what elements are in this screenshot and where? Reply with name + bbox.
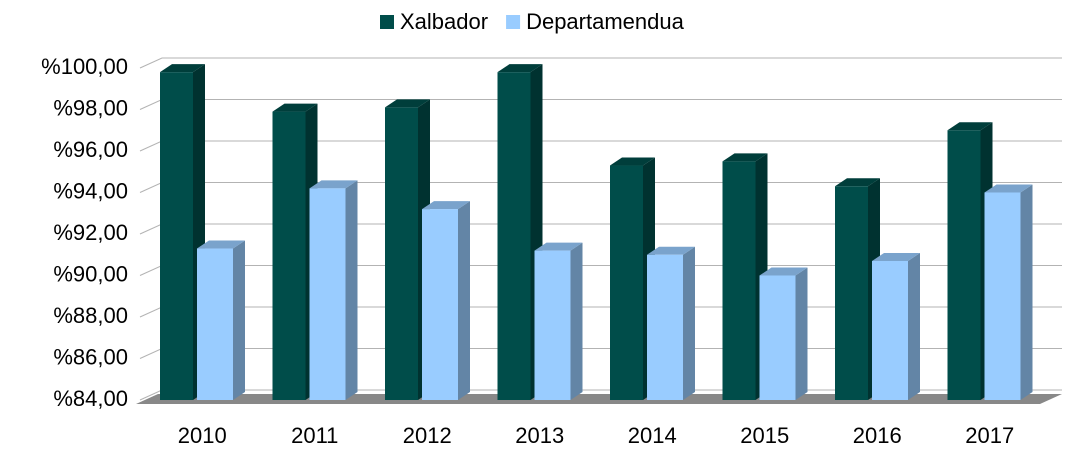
y-tick-label: %96,00 xyxy=(53,137,128,162)
bar xyxy=(385,107,418,401)
bar-top xyxy=(497,64,543,73)
bar xyxy=(309,188,346,400)
y-tick-label: %92,00 xyxy=(53,220,128,245)
y-tick-label: %98,00 xyxy=(53,95,128,120)
y-tick-label: %90,00 xyxy=(53,261,128,286)
bar-side xyxy=(570,242,583,400)
bar-top xyxy=(984,184,1033,193)
bar-top xyxy=(197,240,245,249)
x-tick-label: 2014 xyxy=(628,423,677,448)
bar-side xyxy=(795,267,808,400)
x-tick-label: 2017 xyxy=(965,423,1014,448)
bar-top xyxy=(610,157,655,166)
legend-swatch xyxy=(506,15,521,29)
bar-top xyxy=(272,103,318,112)
x-tick-label: 2012 xyxy=(403,423,452,448)
bar-top xyxy=(534,242,583,251)
bar-side xyxy=(345,180,358,400)
x-tick-label: 2016 xyxy=(853,423,902,448)
y-tick-label: %84,00 xyxy=(53,386,128,411)
legend-label: Departamendua xyxy=(526,9,685,34)
x-tick-label: 2010 xyxy=(178,423,227,448)
bar xyxy=(647,254,683,400)
bar xyxy=(984,192,1021,400)
bar-side xyxy=(908,252,920,400)
bar xyxy=(422,209,458,400)
x-tick-label: 2013 xyxy=(515,423,564,448)
bar xyxy=(722,161,756,400)
bar-top xyxy=(835,178,880,187)
bar-side xyxy=(683,246,695,400)
bar-top xyxy=(722,153,768,162)
bar xyxy=(160,72,193,401)
bar-side xyxy=(458,201,470,400)
bar-top xyxy=(872,252,920,261)
bar xyxy=(497,72,531,401)
bar-top xyxy=(422,201,470,210)
bar xyxy=(534,250,571,400)
bar-top xyxy=(160,64,205,73)
floor xyxy=(136,394,1062,404)
bar-top xyxy=(947,122,993,131)
legend-label: Xalbador xyxy=(400,9,488,34)
bar xyxy=(272,111,306,400)
x-tick-label: 2015 xyxy=(740,423,789,448)
bar xyxy=(872,260,908,400)
bar xyxy=(759,275,796,400)
grid-line xyxy=(139,57,1062,69)
y-tick-label: %86,00 xyxy=(53,344,128,369)
x-tick-label: 2011 xyxy=(291,423,338,448)
bar xyxy=(835,186,868,400)
bar xyxy=(610,165,643,400)
bar-side xyxy=(1020,184,1033,400)
y-tick-label: %88,00 xyxy=(53,303,128,328)
y-tick-label: %100,00 xyxy=(41,54,128,79)
bar-side xyxy=(233,240,245,400)
bar-top xyxy=(309,180,358,189)
bar xyxy=(947,130,981,400)
bar-top xyxy=(647,246,695,255)
y-tick-label: %94,00 xyxy=(53,178,128,203)
bar-top xyxy=(385,99,430,108)
bar-top xyxy=(759,267,808,276)
legend-swatch xyxy=(380,15,394,29)
bar xyxy=(197,248,233,400)
